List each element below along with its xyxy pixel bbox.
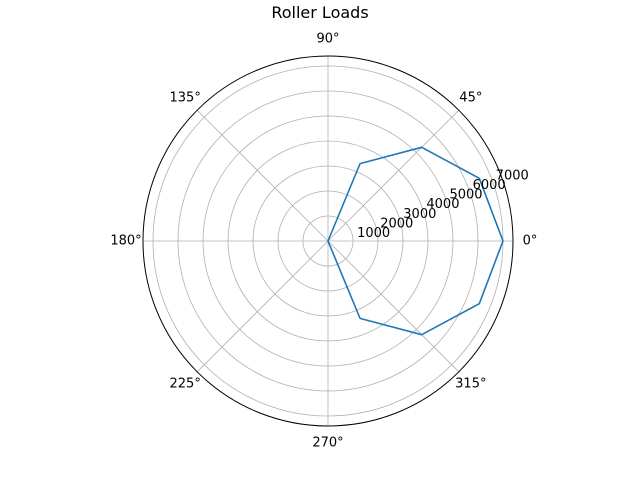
theta-tick-label: 225° [170,376,201,391]
r-tick-label: 2000 [380,216,413,231]
theta-tick-label: 270° [312,436,343,451]
theta-grid-line [327,109,460,242]
theta-tick-label: 90° [316,32,339,47]
r-tick-label: 7000 [496,169,529,184]
chart-title: Roller Loads [271,3,369,22]
theta-grid-line [196,109,329,242]
series-layer [327,146,504,336]
r-tick-label: 4000 [426,197,459,212]
theta-tick-label: 315° [455,376,486,391]
theta-tick-label: 180° [110,234,141,249]
polar-frame [142,55,514,427]
theta-grid-line [196,240,329,373]
r-tick-label: 6000 [473,178,506,193]
series-line [327,146,504,336]
theta-grid-line [327,240,460,373]
r-tick-label: 5000 [449,188,482,203]
r-tick-label: 3000 [403,207,436,222]
r-tick-label: 1000 [357,226,390,241]
theta-tick-label: 0° [523,234,538,249]
theta-tick-label: 45° [459,91,482,106]
theta-tick-label: 135° [170,91,201,106]
label-layer: 0° 45° 90° 135° 180° 225° 270° 315° 100020003000… [110,32,537,451]
